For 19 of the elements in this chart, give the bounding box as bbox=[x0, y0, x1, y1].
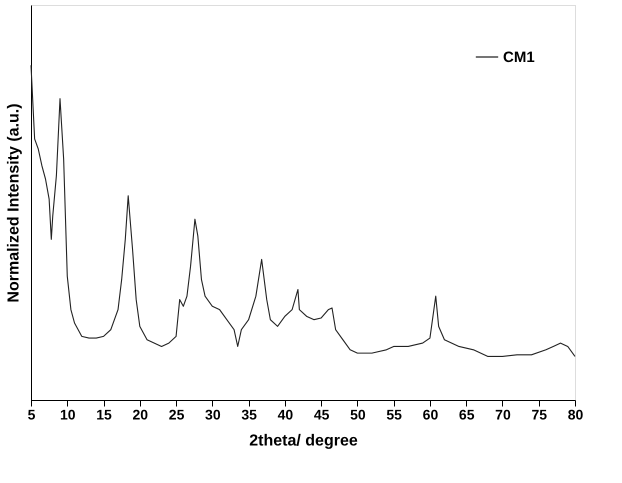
x-tick-label: 25 bbox=[168, 406, 185, 422]
x-tick-label: 75 bbox=[531, 406, 548, 422]
x-tick-label: 15 bbox=[96, 406, 112, 422]
x-tick-label: 80 bbox=[568, 406, 584, 422]
x-tick-label: 65 bbox=[458, 406, 475, 422]
legend-label: CM1 bbox=[503, 49, 535, 66]
x-tick-label: 20 bbox=[132, 406, 148, 422]
x-tick-label: 50 bbox=[350, 406, 366, 422]
x-axis-title: 2theta/ degree bbox=[249, 432, 358, 450]
x-tick-label: 30 bbox=[205, 406, 221, 422]
y-axis-title: Normalized Intensity (a.u.) bbox=[6, 103, 22, 303]
x-tick-label: 45 bbox=[314, 406, 330, 422]
x-tick-label: 55 bbox=[386, 406, 402, 422]
x-tick-label: 70 bbox=[495, 406, 511, 422]
x-tick-label: 35 bbox=[241, 406, 258, 422]
x-tick-label: 40 bbox=[278, 406, 294, 422]
x-tick-label: 5 bbox=[28, 406, 36, 422]
x-tick-label: 60 bbox=[422, 406, 438, 422]
x-tick-label: 10 bbox=[60, 406, 76, 422]
